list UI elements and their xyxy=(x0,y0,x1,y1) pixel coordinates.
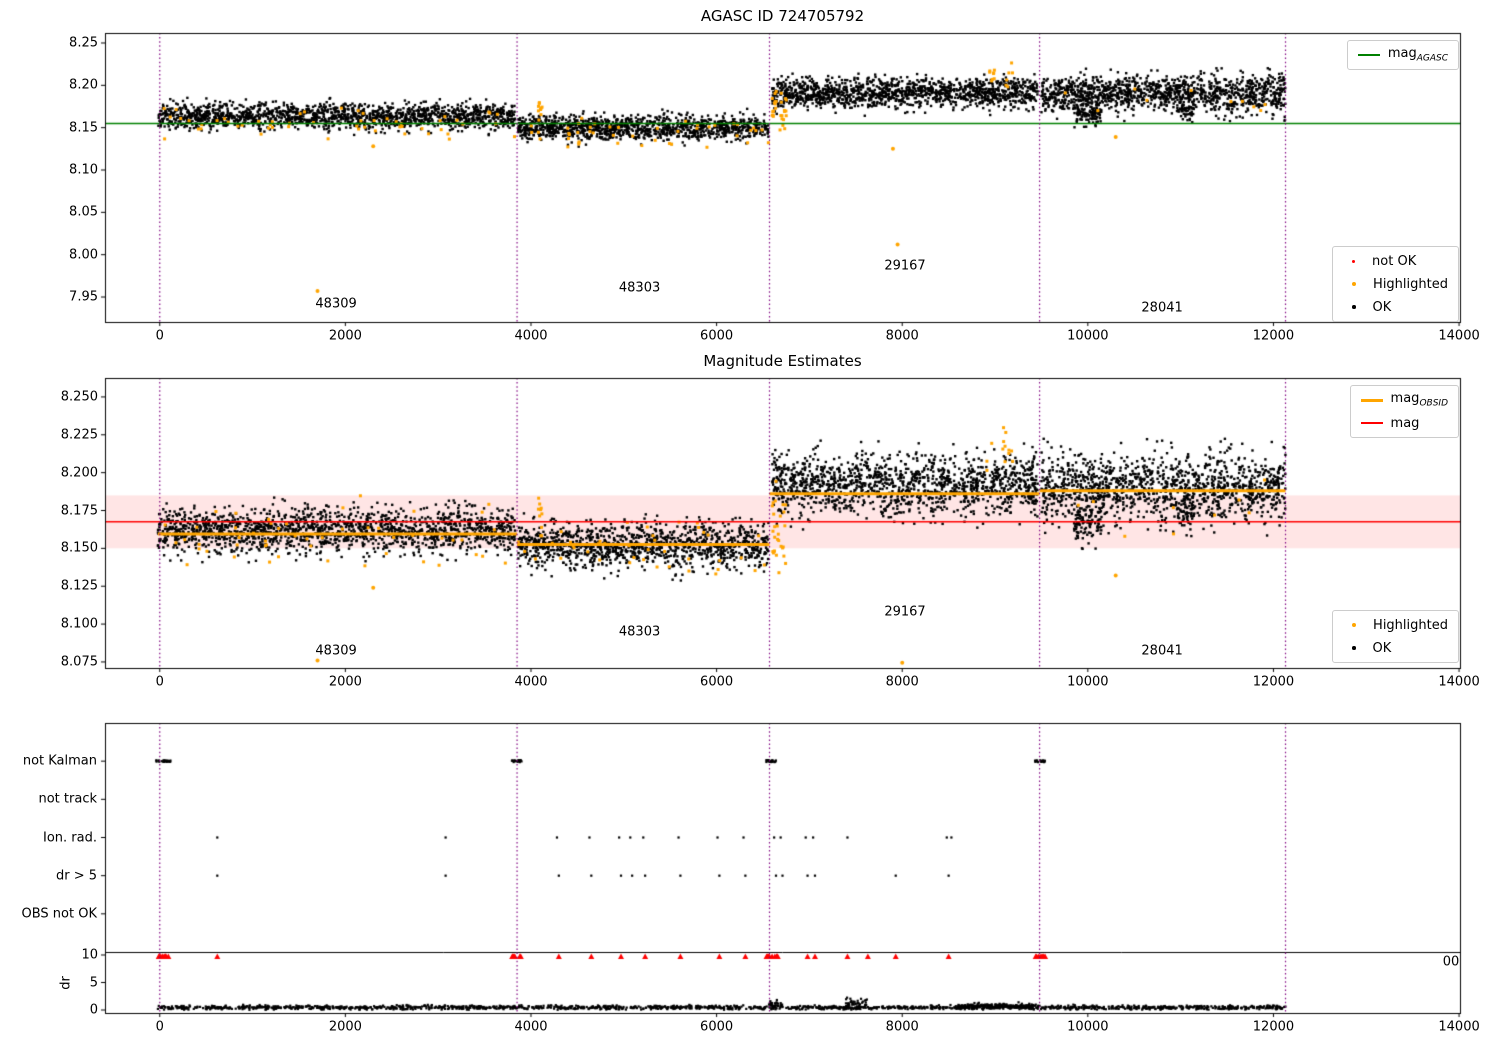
legend-label: OK xyxy=(1372,299,1392,315)
legend-item: Highlighted xyxy=(1343,616,1448,634)
legend-item: mag xyxy=(1360,414,1448,432)
legend-label: magOBSID xyxy=(1390,391,1448,409)
legend-label: Highlighted xyxy=(1373,276,1448,292)
legend-item: magOBSID xyxy=(1360,391,1448,409)
legend-swatch xyxy=(1357,54,1380,56)
legend-swatch xyxy=(1352,646,1356,650)
legend-point-types-2: Highlighted OK xyxy=(1332,610,1459,663)
legend-label: magAGASC xyxy=(1387,46,1448,64)
legend-swatch xyxy=(1360,422,1383,424)
legend-swatch xyxy=(1360,398,1383,402)
legend-label: not OK xyxy=(1372,253,1417,269)
legend-item: OK xyxy=(1343,298,1448,316)
legend-item: not OK xyxy=(1343,252,1448,270)
legend-mag-lines: magOBSID mag xyxy=(1349,385,1459,438)
legend-item: magAGASC xyxy=(1357,46,1448,64)
legend-swatch xyxy=(1352,259,1356,263)
legend-mag-agasc: magAGASC xyxy=(1346,40,1459,70)
legend-label: Highlighted xyxy=(1373,617,1448,633)
legend-swatch xyxy=(1352,282,1357,286)
legend-label: OK xyxy=(1372,640,1392,656)
legend-label: mag xyxy=(1390,415,1420,431)
legend-item: Highlighted xyxy=(1343,275,1448,293)
legend-point-types: not OK Highlighted OK xyxy=(1332,246,1459,322)
legend-swatch xyxy=(1352,305,1356,309)
legend-item: OK xyxy=(1343,639,1448,657)
legend-swatch xyxy=(1352,623,1357,627)
